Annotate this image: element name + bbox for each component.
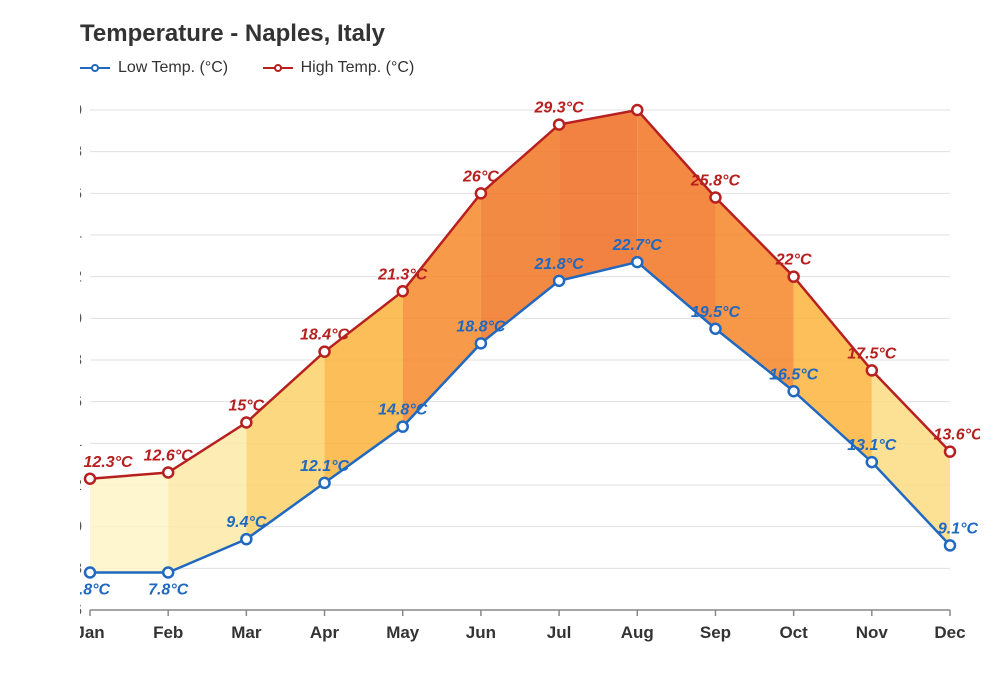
high-value-label: 12.3°C <box>83 454 133 471</box>
chart-title: Temperature - Naples, Italy <box>80 20 970 48</box>
high-value-label: 26°C <box>462 168 499 185</box>
high-marker <box>867 365 877 375</box>
low-value-label: 16.5°C <box>769 366 819 383</box>
low-value-label: 18.8°C <box>456 318 506 335</box>
low-marker <box>163 568 173 578</box>
y-tick-label: 30 <box>80 102 82 119</box>
high-marker <box>85 474 95 484</box>
x-tick-label: Aug <box>621 623 654 642</box>
x-tick-label: May <box>386 623 420 642</box>
high-marker <box>320 347 330 357</box>
high-marker <box>398 286 408 296</box>
area-segment <box>168 423 246 573</box>
x-tick-label: Feb <box>153 623 183 642</box>
low-marker <box>867 457 877 467</box>
y-tick-label: 24 <box>80 227 82 244</box>
area-segment <box>715 198 793 392</box>
x-tick-label: Mar <box>231 623 262 642</box>
x-tick-label: Dec <box>934 623 965 642</box>
high-value-label: 22°C <box>775 252 812 269</box>
x-tick-label: Oct <box>779 623 808 642</box>
low-marker <box>554 276 564 286</box>
y-tick-label: 12 <box>80 477 82 494</box>
legend-low: Low Temp. (°C) <box>80 59 228 77</box>
low-value-label: 9.4°C <box>226 514 267 531</box>
high-value-label: 18.4°C <box>300 327 350 344</box>
high-marker <box>554 120 564 130</box>
high-value-label: 21.3°C <box>377 266 428 283</box>
low-marker <box>398 422 408 432</box>
high-value-label: 13.6°C <box>933 427 980 444</box>
legend-high-label: High Temp. (°C) <box>301 59 415 77</box>
low-value-label: 12.1°C <box>300 458 350 475</box>
high-value-label: 15°C <box>228 398 264 415</box>
area-segment <box>90 473 168 573</box>
low-marker <box>85 568 95 578</box>
low-marker <box>710 324 720 334</box>
low-value-label: 14.8°C <box>378 402 428 419</box>
area-segment <box>403 193 481 426</box>
legend: Low Temp. (°C) High Temp. (°C) <box>80 56 970 77</box>
y-tick-label: 22 <box>80 269 82 286</box>
high-value-label: 25.8°C <box>690 173 741 190</box>
low-marker <box>632 257 642 267</box>
high-value-label: 30°C <box>619 100 655 102</box>
low-value-label: 9.1°C <box>938 520 979 537</box>
y-tick-label: 16 <box>80 394 82 411</box>
y-tick-label: 26 <box>80 185 82 202</box>
chart-container: Temperature - Naples, Italy Low Temp. (°… <box>0 0 1000 700</box>
low-value-label: 21.8°C <box>534 256 585 273</box>
legend-high-marker <box>274 64 282 72</box>
high-value-label: 29.3°C <box>534 100 585 117</box>
low-marker <box>320 478 330 488</box>
x-tick-label: Sep <box>700 623 731 642</box>
chart-svg: 6 8 10 12 14 16 18 20 22 24 26 28 30 Jan Feb Mar Apr May J… <box>80 100 980 660</box>
high-marker <box>241 418 251 428</box>
legend-high-line <box>263 67 293 69</box>
x-tick-label: Nov <box>856 623 889 642</box>
y-tick-label: 8 <box>80 560 82 577</box>
low-value-label: 7.8°C <box>148 582 189 599</box>
high-value-label: 12.6°C <box>144 448 194 465</box>
low-value-label: 22.7°C <box>612 237 663 254</box>
x-tick-label: Jul <box>547 623 572 642</box>
area-segment <box>872 370 950 545</box>
x-tick-label: Apr <box>310 623 340 642</box>
y-tick-label: 14 <box>80 435 82 452</box>
legend-low-marker <box>91 64 99 72</box>
plot-area: 6 8 10 12 14 16 18 20 22 24 26 28 30 Jan Feb Mar Apr May J… <box>80 100 960 640</box>
low-marker <box>789 386 799 396</box>
y-tick-label: 6 <box>80 602 82 619</box>
y-tick-label: 10 <box>80 519 82 536</box>
high-marker <box>163 468 173 478</box>
high-marker <box>476 188 486 198</box>
y-tick-label: 28 <box>80 144 82 161</box>
y-tick-label: 18 <box>80 352 82 369</box>
legend-low-line <box>80 67 110 69</box>
y-tick-label: 20 <box>80 310 82 327</box>
x-tick-label: Jan <box>80 623 105 642</box>
low-marker <box>476 338 486 348</box>
high-marker <box>789 272 799 282</box>
low-value-label: 13.1°C <box>847 437 897 454</box>
high-marker <box>945 447 955 457</box>
high-marker <box>710 193 720 203</box>
low-marker <box>241 534 251 544</box>
legend-low-label: Low Temp. (°C) <box>118 59 228 77</box>
low-marker <box>945 540 955 550</box>
x-tick-label: Jun <box>466 623 496 642</box>
legend-high: High Temp. (°C) <box>263 59 415 77</box>
low-value-label: 7.8°C <box>80 582 111 599</box>
high-value-label: 17.5°C <box>847 345 897 362</box>
high-marker <box>632 105 642 115</box>
low-value-label: 19.5°C <box>691 304 741 321</box>
